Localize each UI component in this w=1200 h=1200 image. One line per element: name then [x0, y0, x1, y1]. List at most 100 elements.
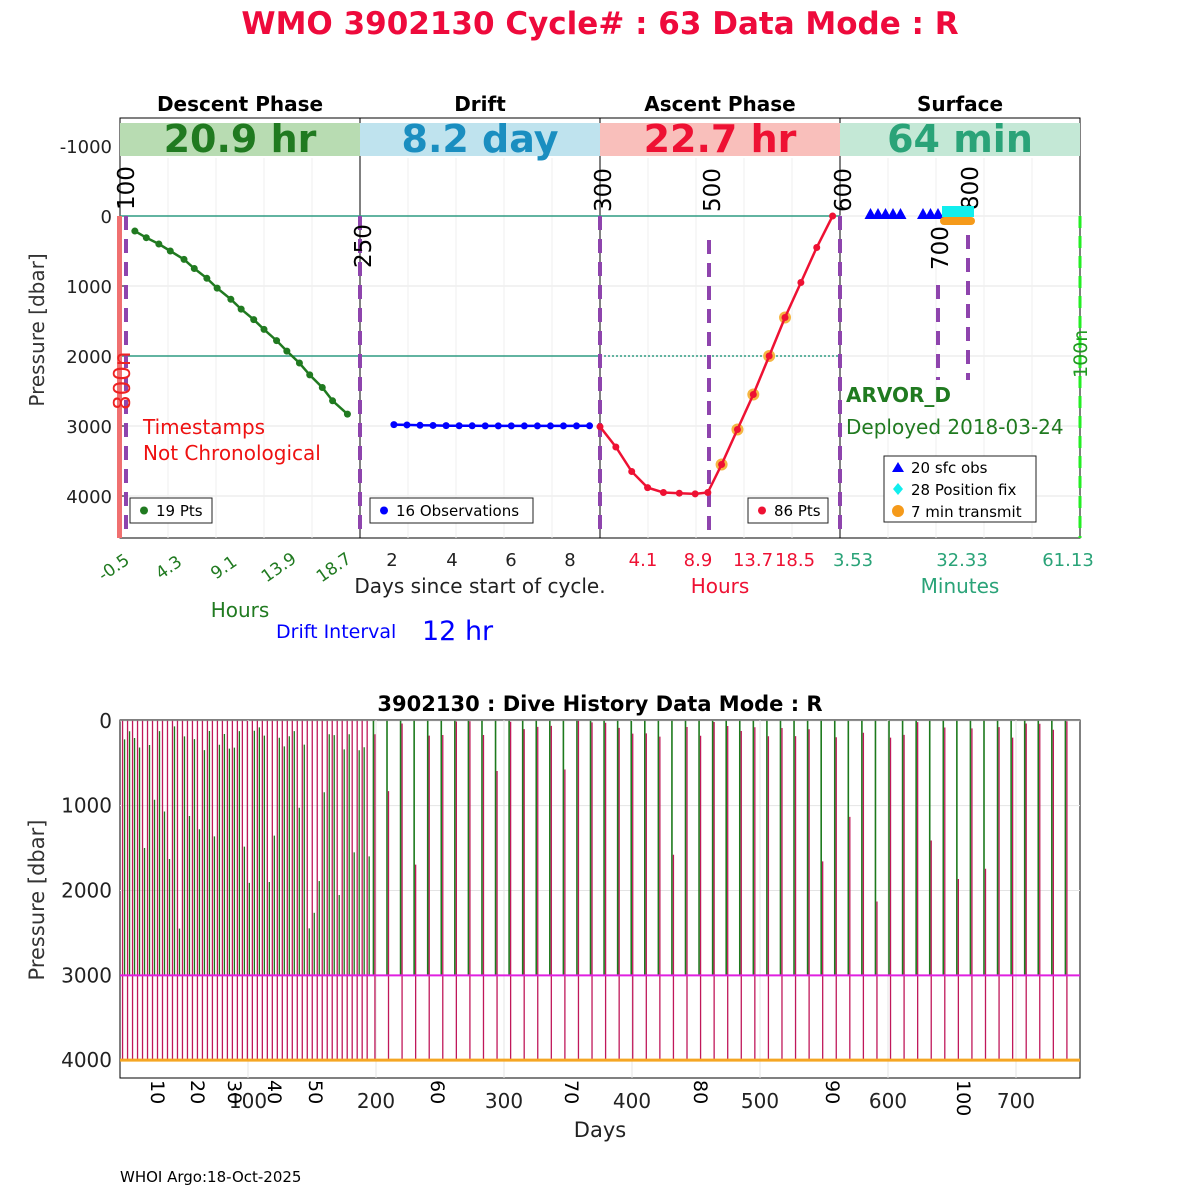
cycle-tick-label: 70 — [560, 1080, 582, 1104]
x-tick-label: 200 — [357, 1089, 395, 1113]
phase-header: Drift — [454, 92, 506, 116]
cycle-tick-label: 80 — [689, 1080, 711, 1104]
legend-box — [369, 497, 534, 524]
marker-label: 800 — [958, 166, 984, 210]
descent-point — [131, 227, 139, 235]
ascent-point — [704, 489, 712, 496]
bottom-x-axis-label: Days — [574, 1118, 626, 1142]
cycle-tick-label: 30 — [223, 1080, 245, 1104]
y-tick-label: 2000 — [61, 879, 112, 903]
position-fix-marker — [948, 206, 956, 217]
surface-obs-marker — [894, 208, 907, 219]
dive-history-panel: 3902130 : Dive History Data Mode : R 0 100… — [25, 692, 1081, 1142]
drift-point — [559, 422, 567, 430]
x-tick-label: 18.7 — [313, 549, 355, 587]
x-tick-label: 700 — [997, 1089, 1035, 1113]
deployed-label: Deployed 2018-03-24 — [846, 415, 1064, 439]
x-tick-label: 600 — [869, 1089, 907, 1113]
y-tick-label: 2000 — [66, 347, 112, 368]
phase-duration: 20.9 hr — [164, 117, 317, 161]
right-marker-label: 100n — [1070, 330, 1092, 378]
x-tick-label: 8.9 — [684, 550, 713, 571]
drift-point — [416, 421, 424, 429]
drift-point — [533, 422, 541, 430]
ascent-point — [691, 490, 699, 498]
marker-label: 700 — [928, 226, 954, 270]
phase-duration: 8.2 day — [402, 117, 559, 161]
y-tick-label: 1000 — [61, 794, 112, 818]
x-tick-label: 6 — [505, 550, 516, 571]
marker-label: 250 — [351, 224, 377, 268]
float-type-label: ARVOR_D — [846, 383, 951, 407]
top-x-axis-label: Days since start of cycle. — [354, 574, 605, 598]
ascent-point — [829, 212, 837, 220]
drift-point — [507, 422, 515, 430]
position-fix-marker — [960, 206, 968, 217]
timestamp-note: Timestamps — [142, 415, 265, 439]
ascent-point — [644, 484, 652, 492]
phase-header: Surface — [917, 92, 1003, 116]
drift-interval-label: Drift Interval — [276, 621, 396, 643]
x-tick-label: 100 — [229, 1089, 267, 1113]
descent-line — [134, 230, 349, 416]
y-tick-label: 3000 — [66, 417, 112, 438]
descent-point — [180, 255, 188, 263]
drift-interval-value: 12 hr — [422, 616, 494, 647]
x-tick-label: 32.33 — [936, 550, 988, 571]
cycle-tick-label: 90 — [821, 1080, 843, 1104]
ascent-line — [599, 215, 834, 496]
x-tick-label: 8 — [564, 550, 575, 571]
drift-point — [390, 421, 398, 429]
descent-point — [306, 371, 314, 379]
ascent-point — [628, 468, 636, 475]
cycle-profile-panel: -1000 0 1000 2000 3000 4000 Pressure [dbar] Des… — [25, 92, 1094, 647]
descent-point — [237, 305, 245, 313]
position-fix-marker — [966, 206, 974, 217]
marker-label: 300 — [591, 168, 617, 212]
ascent-point — [765, 352, 773, 360]
ascent-point — [749, 391, 757, 398]
descent-point — [203, 274, 211, 282]
x-tick-label: 9.1 — [207, 552, 241, 584]
x-tick-label: 3.53 — [833, 550, 873, 571]
ascent-point — [675, 489, 683, 497]
ascent-point — [797, 279, 805, 286]
drift-point — [494, 422, 502, 430]
marker-label: 600 — [831, 168, 857, 212]
phase-banner — [120, 123, 360, 156]
surface-legend-box — [883, 455, 1037, 523]
cycle-tick-label: 50 — [304, 1080, 326, 1104]
drift-point — [546, 422, 554, 430]
cycle-tick-label: 10 — [146, 1080, 168, 1104]
cycle-tick-label: 60 — [426, 1080, 448, 1104]
x-tick-label: 500 — [741, 1089, 779, 1113]
x-tick-label: 4 — [446, 550, 457, 571]
drift-point — [520, 422, 528, 430]
drift-point — [468, 422, 476, 430]
timestamp-note: Not Chronological — [143, 441, 321, 465]
x-tick-label: 13.7 — [733, 550, 773, 571]
descent-point — [142, 234, 150, 242]
surface-legend-marker — [892, 505, 904, 517]
x-tick-label: 4.1 — [629, 550, 658, 571]
y-tick-label: -1000 — [60, 137, 112, 158]
x-tick-label: 4.3 — [152, 552, 186, 584]
x-tick-label: 400 — [613, 1089, 651, 1113]
phase-header: Ascent Phase — [644, 92, 795, 116]
drift-point — [403, 421, 411, 429]
legend-text: 86 Pts — [774, 502, 821, 520]
drift-point — [442, 422, 450, 430]
phase-duration: 64 min — [887, 117, 1033, 161]
legend-text: 19 Pts — [156, 502, 203, 520]
figure-title: WMO 3902130 Cycle# : 63 Data Mode : R — [241, 6, 958, 42]
start-marker-bar — [117, 216, 122, 538]
surface-legend-text: 28 Position fix — [911, 481, 1016, 499]
descent-point — [295, 359, 303, 367]
phase-duration: 22.7 hr — [644, 117, 797, 161]
drift-line — [393, 423, 590, 428]
drift-point — [586, 422, 594, 430]
phase-banner — [360, 123, 600, 156]
y-tick-label: 3000 — [61, 963, 112, 987]
x-tick-label: -0.5 — [95, 550, 134, 585]
descent-unit-label: Hours — [211, 598, 270, 622]
